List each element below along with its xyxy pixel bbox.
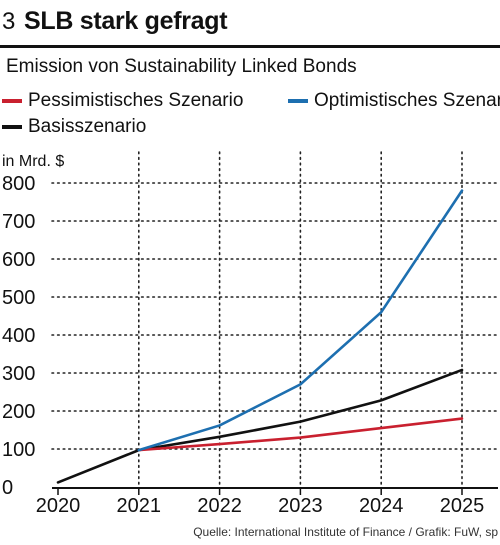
source-note: Quelle: International Institute of Finan… <box>193 525 498 539</box>
legend-label-pessimistic: Pessimistisches Szenario <box>28 90 244 111</box>
legend-item-base: Basisszenario <box>2 116 146 138</box>
y-tick-label-700: 700 <box>2 211 35 233</box>
x-tick-label-2024: 2024 <box>359 495 404 517</box>
legend-label-base: Basisszenario <box>28 116 147 137</box>
title-rule <box>0 45 500 48</box>
y-tick-label-600: 600 <box>2 249 35 271</box>
x-tick-label-2022: 2022 <box>197 495 242 517</box>
x-tick-label-2023: 2023 <box>278 495 323 517</box>
y-tick-label-300: 300 <box>2 363 35 385</box>
y-tick-label-500: 500 <box>2 287 35 309</box>
y-tick-label-200: 200 <box>2 401 35 423</box>
chart-number: 3 <box>2 8 16 35</box>
x-tick-label-2020: 2020 <box>36 495 81 517</box>
x-tick-label-2025: 2025 <box>440 495 485 517</box>
y-tick-label-800: 800 <box>2 173 35 195</box>
legend-swatch-pessimistic <box>2 99 22 103</box>
y-tick-label-400: 400 <box>2 325 35 347</box>
legend-swatch-optimistic <box>288 99 308 103</box>
y-tick-label-0: 0 <box>2 477 13 499</box>
x-tick-label-2021: 2021 <box>117 495 162 517</box>
series-line-optimistisches-szenario <box>137 189 464 452</box>
legend-item-optimistic: Optimistisches Szenario <box>288 90 500 112</box>
chart-title: SLB stark gefragt <box>24 7 228 35</box>
series-line-basisszenario <box>56 368 464 484</box>
series-line-pessimistisches-szenario <box>137 417 464 452</box>
legend-item-pessimistic: Pessimistisches Szenario <box>2 90 243 112</box>
chart-header: 3 SLB stark gefragt <box>0 0 500 48</box>
legend-swatch-base <box>2 125 22 129</box>
legend-label-optimistic: Optimistisches Szenario <box>314 90 500 111</box>
y-tick-label-100: 100 <box>2 439 35 461</box>
y-axis-label: in Mrd. $ <box>2 153 64 170</box>
chart-subtitle: Emission von Sustainability Linked Bonds <box>6 56 357 77</box>
